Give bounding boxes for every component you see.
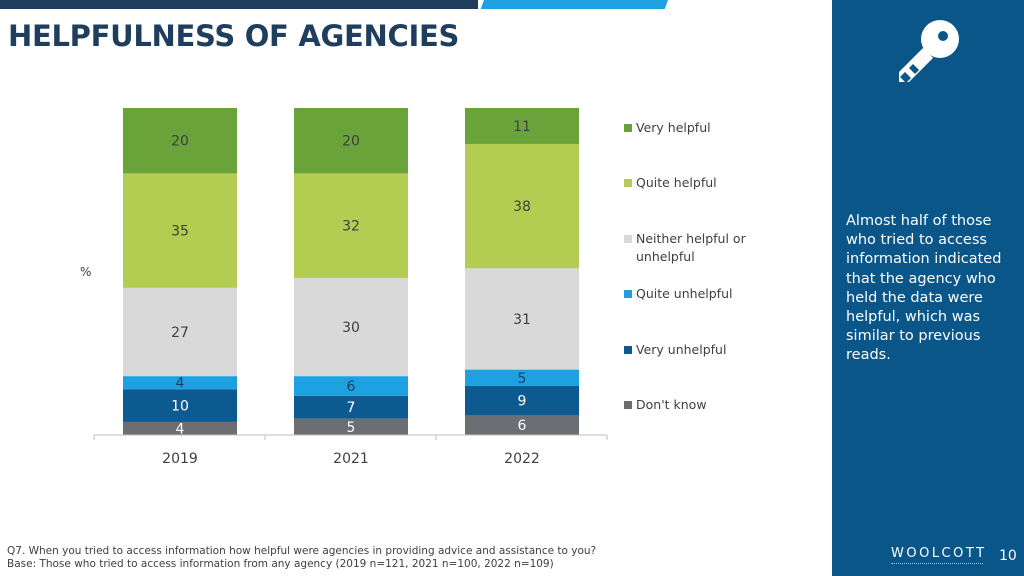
key-icon — [899, 20, 959, 83]
legend-item: Quite helpful — [624, 174, 774, 192]
legend-item: Neither helpful or unhelpful — [624, 230, 774, 266]
footnote-base: Base: Those who tried to access informat… — [7, 558, 554, 570]
stacked-bar-chart: 4 10 4 27 35 20 5 7 6 30 32 20 6 9 5 31 38 11 2019 2021 202… — [93, 108, 608, 467]
bar-segment — [123, 173, 237, 288]
legend-label: Don't know — [636, 397, 707, 412]
bar-value-label: 10 — [171, 399, 189, 415]
bar-segment — [294, 418, 408, 435]
bar-value-label: 20 — [171, 134, 189, 150]
page-title: HELPFULNESS OF AGENCIES — [8, 19, 460, 53]
bar-segment — [294, 173, 408, 279]
bar-value-label: 32 — [342, 219, 360, 235]
legend-swatch — [624, 346, 632, 354]
bar-value-label: 9 — [518, 394, 527, 410]
legend-swatch — [624, 290, 632, 298]
legend-label: Very unhelpful — [636, 342, 727, 357]
top-accent-bar-dark — [0, 0, 478, 9]
bar-segment — [123, 389, 237, 422]
bar-segment — [294, 395, 408, 419]
bar-value-label: 5 — [347, 420, 356, 436]
legend-label: Quite unhelpful — [636, 286, 733, 301]
bar-segment — [465, 385, 579, 416]
legend-item: Very unhelpful — [624, 341, 774, 359]
summary-text: Almost half of those who tried to access… — [846, 213, 1002, 364]
bar-segment — [123, 421, 237, 435]
legend-label: Neither helpful or unhelpful — [636, 231, 746, 264]
bar-value-label: 6 — [347, 379, 356, 395]
bar-value-label: 4 — [176, 376, 185, 392]
legend-item: Quite unhelpful — [624, 285, 774, 303]
x-tick-label: 2022 — [504, 451, 540, 467]
bar-segment — [465, 369, 579, 386]
bar-segment — [123, 376, 237, 390]
x-tick-label: 2019 — [162, 451, 198, 467]
legend-swatch — [624, 235, 632, 243]
bar-value-label: 5 — [518, 371, 527, 387]
legend-item: Very helpful — [624, 119, 774, 137]
bar-value-label: 35 — [171, 224, 189, 240]
bar-value-label: 7 — [347, 400, 356, 416]
bar-value-label: 6 — [518, 418, 527, 434]
bar-value-label: 30 — [342, 320, 360, 336]
legend-swatch — [624, 124, 632, 132]
bar-value-label: 31 — [513, 312, 531, 328]
bar-value-label: 20 — [342, 134, 360, 150]
legend-swatch — [624, 179, 632, 187]
footnote: Q7. When you tried to access information… — [7, 545, 596, 571]
legend-label: Very helpful — [636, 120, 711, 135]
legend-label: Quite helpful — [636, 175, 717, 190]
legend-item: Don't know — [624, 396, 774, 414]
footnote-question: Q7. When you tried to access information… — [7, 545, 597, 557]
bar-segment — [123, 108, 237, 174]
y-axis-unit-label: % — [80, 265, 92, 279]
bar-segment — [294, 376, 408, 396]
bar-segment — [465, 415, 579, 435]
bar-segment — [465, 108, 579, 144]
bar-segment — [294, 108, 408, 174]
bar-segment — [465, 143, 579, 269]
bar-value-label: 4 — [176, 421, 185, 437]
bar-segment — [294, 278, 408, 377]
logo-tagline-line — [891, 563, 983, 567]
bar-value-label: 38 — [513, 199, 531, 215]
legend-swatch — [624, 401, 632, 409]
side-panel — [832, 0, 1024, 576]
bar-segment — [123, 287, 237, 377]
bar-value-label: 27 — [171, 325, 189, 341]
bar-value-label: 11 — [513, 119, 531, 135]
page-number: 10 — [999, 548, 1017, 564]
bar-segment — [465, 268, 579, 370]
woolcott-logo: WOOLCOTT — [891, 546, 987, 561]
x-tick-label: 2021 — [333, 451, 369, 467]
